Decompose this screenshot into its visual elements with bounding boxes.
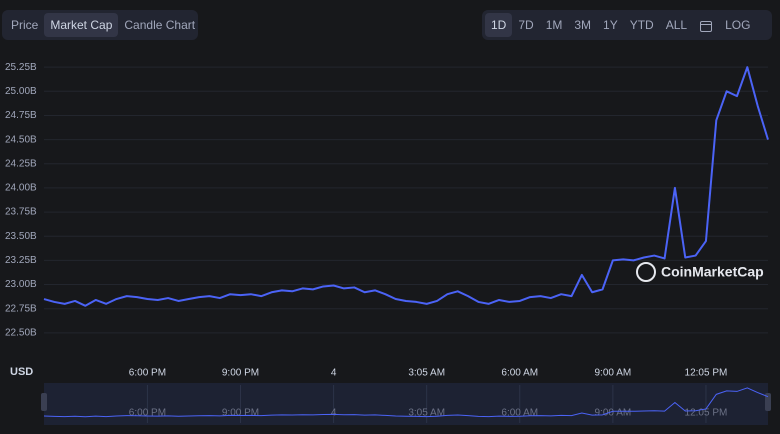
calendar-icon: [700, 20, 713, 32]
x-tick-label: 12:05 PM: [685, 368, 728, 379]
x-tick-label: 9:00 AM: [595, 368, 632, 379]
tab[interactable]: Market Cap: [44, 13, 119, 37]
y-tick-label: 24.25B: [5, 158, 37, 169]
watermark: CoinMarketCap: [636, 262, 764, 282]
y-tick-label: 22.50B: [5, 327, 37, 338]
range-button[interactable]: 1D: [485, 13, 513, 37]
range-button[interactable]: LOG: [725, 18, 751, 32]
tab[interactable]: Candle Chart: [124, 18, 196, 32]
y-tick-label: 22.75B: [5, 303, 37, 314]
nav-tick-label: 9:00 PM: [222, 408, 259, 419]
nav-tick-label: 6:00 PM: [129, 408, 166, 419]
watermark-logo: [636, 262, 656, 282]
x-tick-label: 3:05 AM: [408, 368, 445, 379]
nav-tick-label: 4: [331, 408, 337, 419]
tab[interactable]: Price: [11, 18, 39, 32]
range-group: 1D 7D 1M 3M 1Y YTD ALL LOG: [482, 10, 772, 40]
price-line: [43, 66, 769, 307]
y-tick-label: 25.00B: [5, 86, 37, 97]
y-tick-label: 24.50B: [5, 134, 37, 145]
range-button[interactable]: 3M: [574, 18, 592, 32]
nav-tick-label: 3:05 AM: [408, 408, 445, 419]
x-tick-label: 9:00 PM: [222, 368, 259, 379]
y-tick-label: 23.50B: [5, 231, 37, 242]
calendar-button[interactable]: [693, 13, 719, 37]
y-tick-label: 23.25B: [5, 255, 37, 266]
y-tick-label: 24.75B: [5, 110, 37, 121]
x-tick-label: 6:00 AM: [501, 368, 538, 379]
y-tick-label: 23.75B: [5, 207, 37, 218]
range-button[interactable]: 1Y: [603, 18, 618, 32]
nav-handle[interactable]: [765, 393, 771, 411]
range-button[interactable]: 7D: [518, 18, 534, 32]
nav-tick-label: 6:00 AM: [501, 408, 538, 419]
range-button[interactable]: ALL: [665, 18, 688, 32]
navigator[interactable]: [44, 383, 768, 425]
nav-line: [43, 387, 769, 418]
currency-label: USD: [10, 366, 33, 378]
watermark-text: CoinMarketCap: [661, 264, 764, 280]
range-button[interactable]: 1M: [545, 18, 563, 32]
range-button[interactable]: YTD: [629, 18, 654, 32]
y-tick-label: 23.00B: [5, 279, 37, 290]
y-tick-label: 24.00B: [5, 183, 37, 194]
y-tick-label: 25.25B: [5, 62, 37, 73]
x-tick-label: 4: [331, 368, 337, 379]
tab-group: Price Market Cap Candle Chart: [2, 10, 198, 40]
nav-tick-label: 9:00 AM: [595, 408, 632, 419]
nav-tick-label: 12:05 PM: [685, 408, 728, 419]
x-tick-label: 6:00 PM: [129, 368, 166, 379]
nav-handle[interactable]: [41, 393, 47, 411]
